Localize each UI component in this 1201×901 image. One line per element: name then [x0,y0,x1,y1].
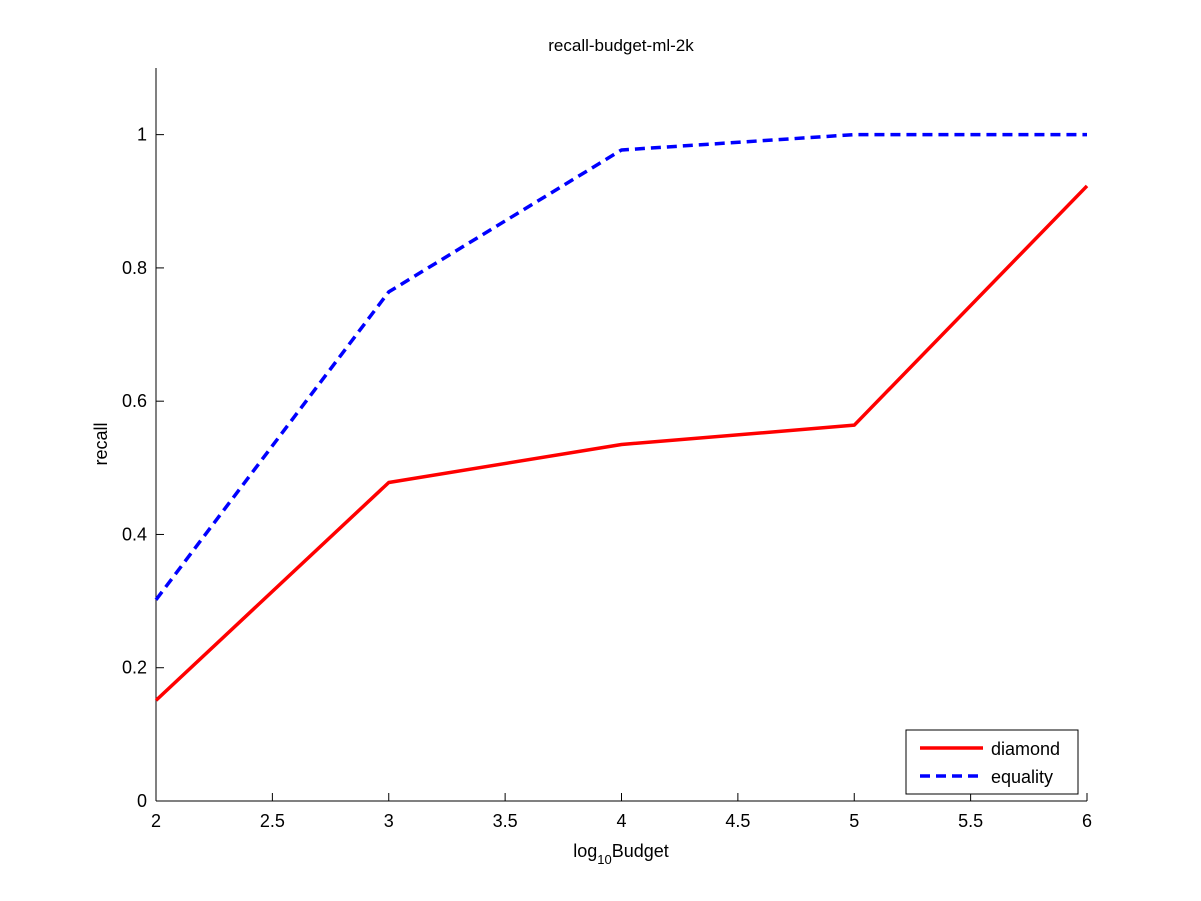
y-axis-label: recall [91,422,111,465]
x-tick-label: 3 [384,811,394,831]
x-axis-label: log10Budget [573,841,669,867]
legend-label-equality: equality [991,767,1053,787]
legend: diamond equality [905,729,1079,795]
x-axis-label-base: log [573,841,597,861]
series-line-diamond [154,184,1089,702]
x-tick-label: 5.5 [958,811,983,831]
legend-label-diamond: diamond [991,739,1060,759]
x-axis-label-subscript: 10 [597,852,611,867]
y-tick-label: 0.4 [122,524,147,544]
legend-box [905,729,1079,795]
x-tick-label: 6 [1082,811,1092,831]
x-tick-label: 5 [849,811,859,831]
x-tick-label: 3.5 [493,811,518,831]
x-axis-label-rest: Budget [612,841,669,861]
chart-title: recall-budget-ml-2k [548,36,694,55]
x-tick-label: 4.5 [725,811,750,831]
x-tick-label: 4 [616,811,626,831]
x-tick-label: 2.5 [260,811,285,831]
plot-area: 2 2.5 3 3.5 4 4.5 5 5.5 6 0 0.2 0.4 0.6 0.8 1 [122,68,1092,831]
series-line-equality [154,132,1087,601]
y-tick-label: 1 [137,125,147,145]
x-tick-label: 2 [151,811,161,831]
y-tick-label: 0.6 [122,391,147,411]
y-tick-label: 0.2 [122,658,147,678]
y-tick-label: 0 [137,791,147,811]
y-tick-label: 0.8 [122,258,147,278]
